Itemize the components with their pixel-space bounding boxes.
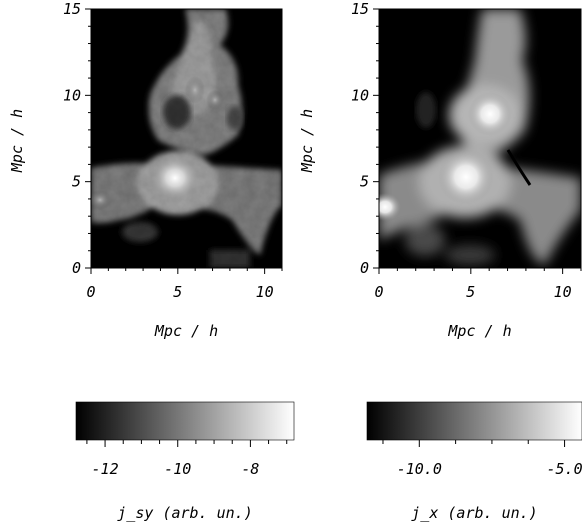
x-tick-label: 10 <box>554 283 572 301</box>
y-tick-label: 0 <box>360 259 369 277</box>
right-colorbar: -10.0 -5.0 j_x (arb. un.) <box>366 401 582 522</box>
y-tick-label: 10 <box>63 86 81 104</box>
x-axis-label: Mpc / h <box>154 322 218 340</box>
right-axes: 0 5 10 0 5 10 15 Mpc / h Mpc / h <box>298 0 582 340</box>
plot-frame <box>90 8 283 269</box>
colorbar-label: j_x (arb. un.) <box>411 504 537 522</box>
x-tick-label: 5 <box>466 283 475 301</box>
y-tick-label: 15 <box>351 0 369 18</box>
colorbar-label: j_sy (arb. un.) <box>117 504 252 522</box>
colorbar-tick-label: -5.0 <box>547 460 582 478</box>
left-colorbar: -12 -10 -8 j_sy (arb. un.) <box>75 401 295 522</box>
left-axes: 0 5 10 0 5 10 15 Mpc / h Mpc / h <box>8 0 283 340</box>
x-tick-label: 0 <box>86 283 95 301</box>
x-tick-label: 10 <box>256 283 274 301</box>
colorbar-tick-label: -10 <box>164 460 191 478</box>
right-heatmap-image <box>379 9 581 268</box>
y-tick-label: 5 <box>72 173 81 191</box>
colorbar-tick-label: -10.0 <box>397 460 442 478</box>
colorbar-tick-label: -12 <box>92 460 119 478</box>
left-heatmap-image <box>91 9 282 268</box>
y-axis-label: Mpc / h <box>298 109 316 173</box>
colorbar-gradient <box>366 401 582 441</box>
colorbar-tick-label: -8 <box>241 460 259 478</box>
x-axis-label: Mpc / h <box>447 322 511 340</box>
y-tick-label: 10 <box>351 86 369 104</box>
colorbar-gradient <box>75 401 295 441</box>
x-tick-label: 0 <box>374 283 383 301</box>
y-tick-label: 5 <box>360 173 369 191</box>
y-axis-label: Mpc / h <box>8 109 26 173</box>
x-tick-label: 5 <box>173 283 182 301</box>
plot-frame <box>378 8 582 269</box>
y-tick-label: 15 <box>63 0 81 18</box>
y-tick-label: 0 <box>72 259 81 277</box>
